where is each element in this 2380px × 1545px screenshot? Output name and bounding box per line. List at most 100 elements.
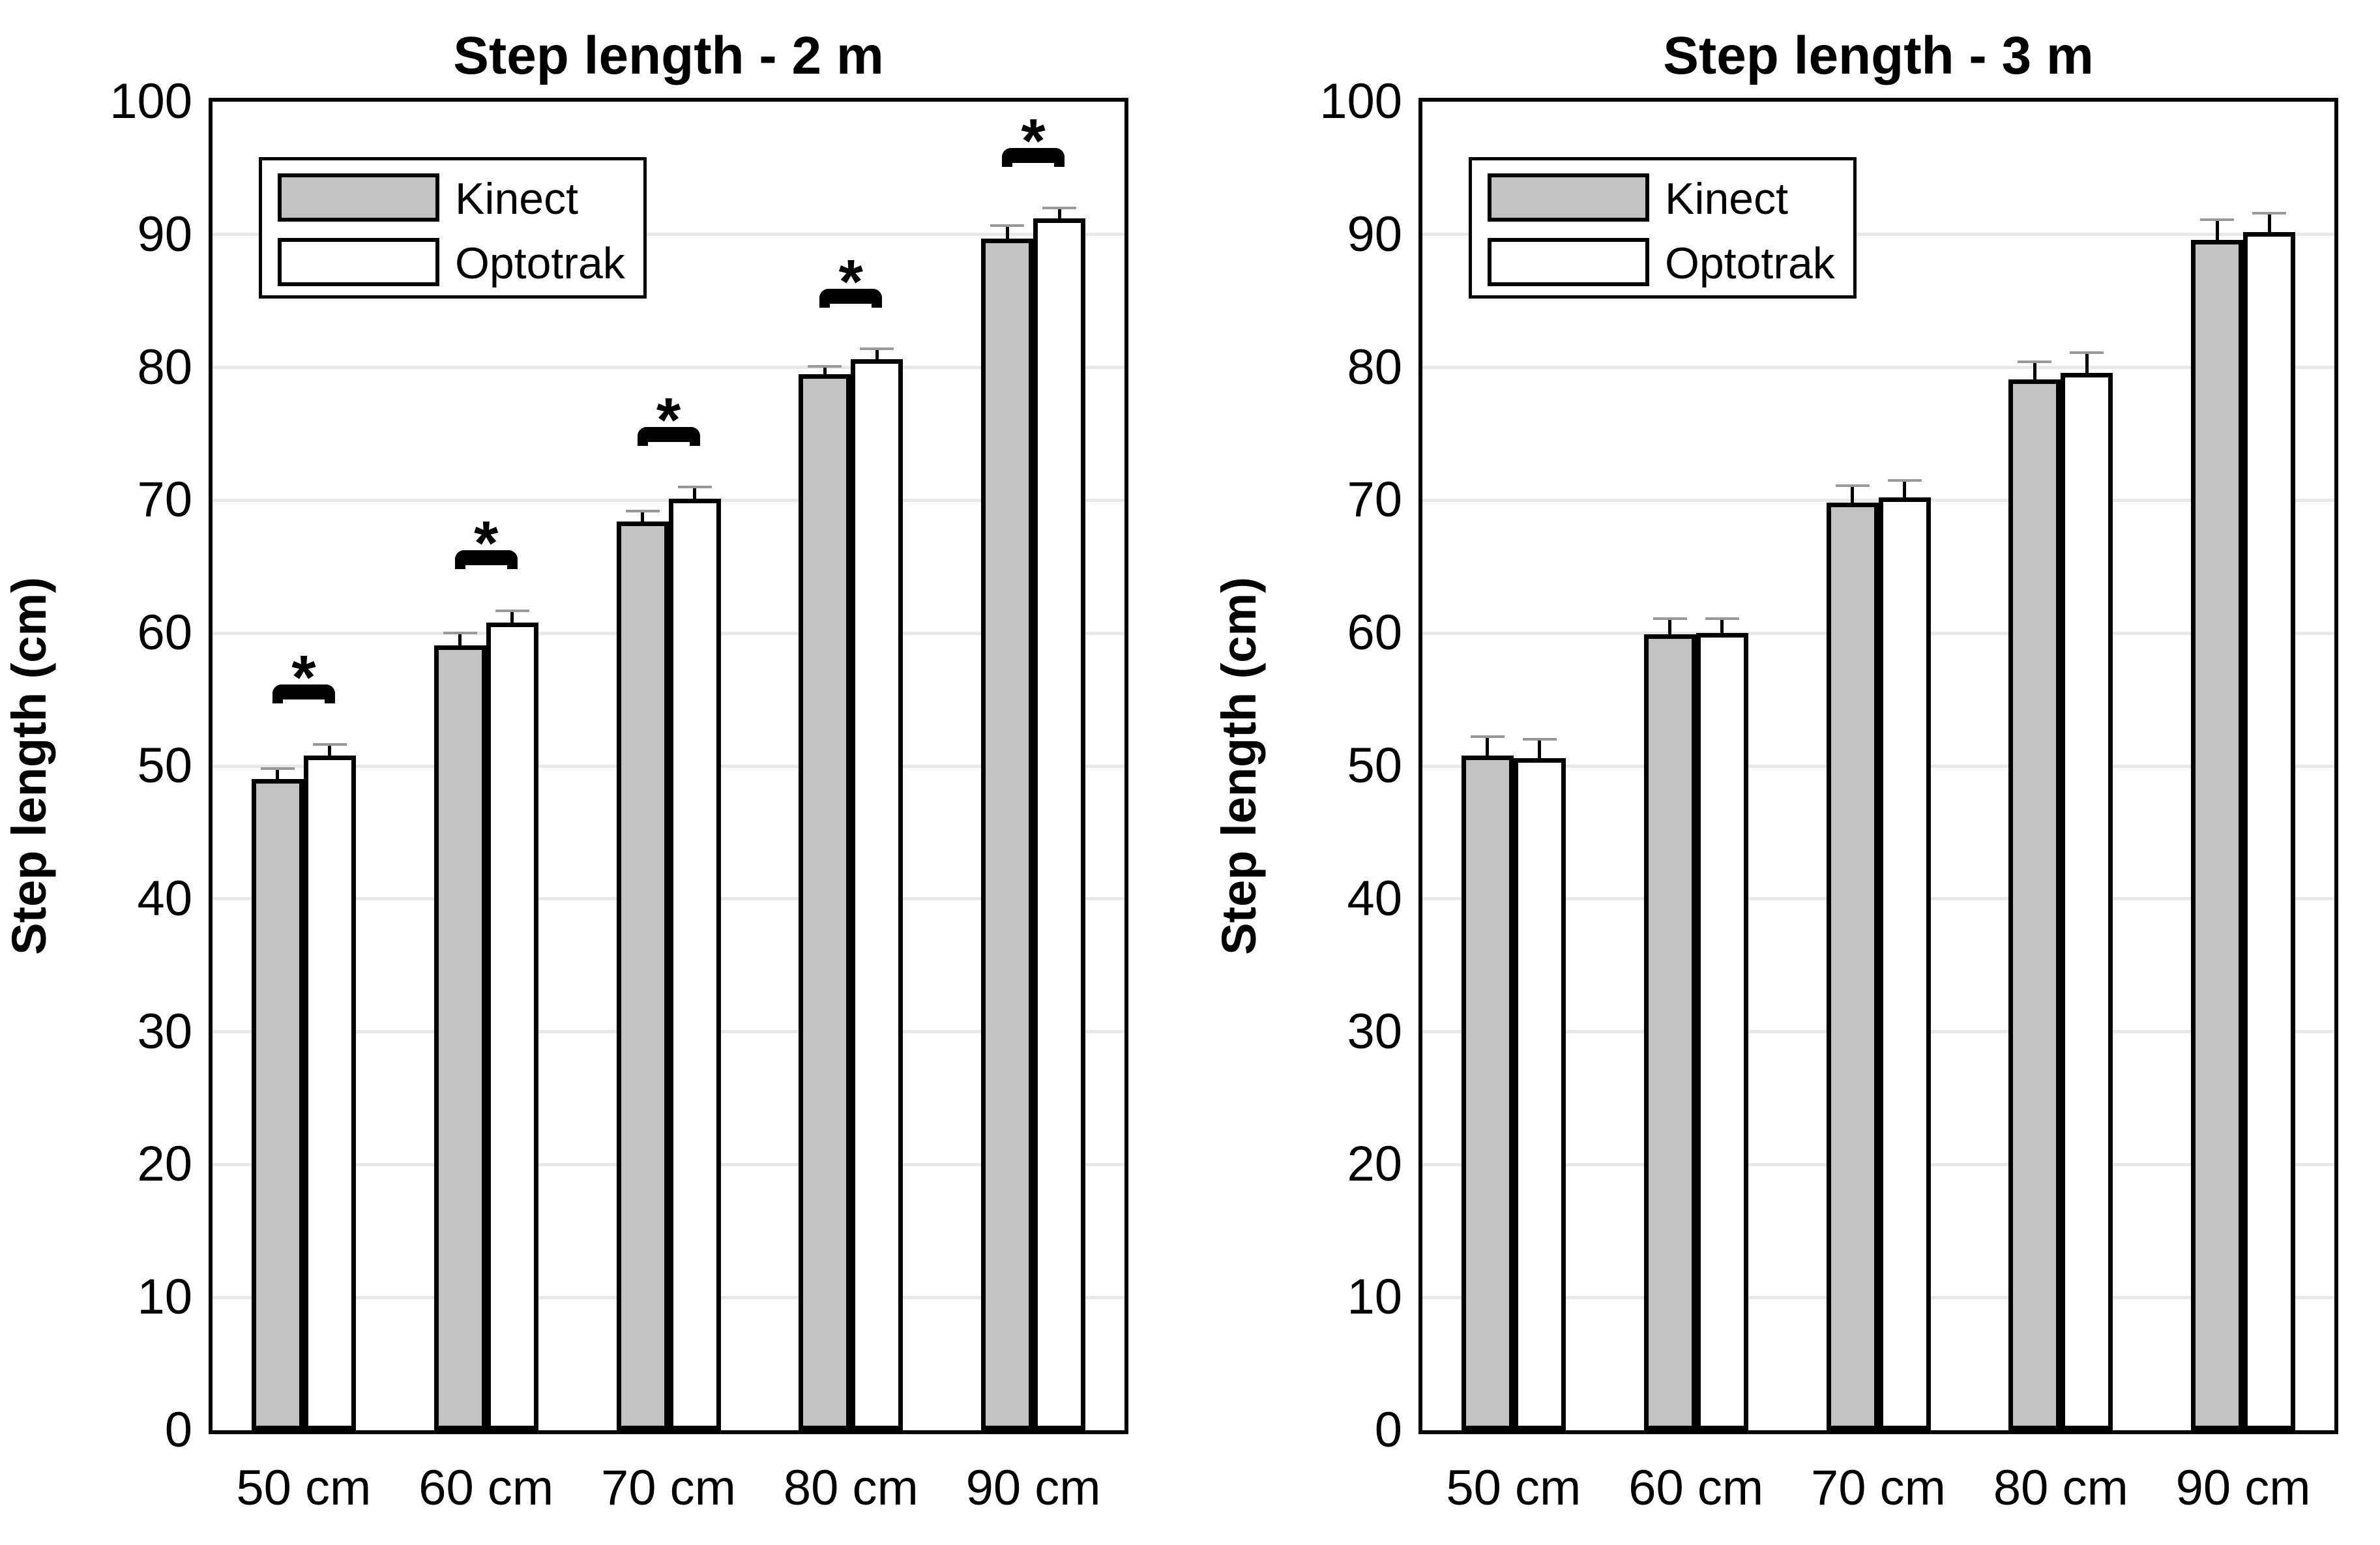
bar-kinect-90-cm — [2191, 239, 2244, 1430]
error-bar-cap-kinect — [1835, 484, 1870, 487]
error-bar-kinect — [2215, 220, 2219, 244]
legend-row-kinect: Kinect — [262, 173, 643, 224]
y-tick-label-100: 100 — [110, 74, 192, 129]
legend-swatch-kinect — [1488, 173, 1649, 222]
y-tick-label-0: 0 — [1374, 1402, 1402, 1458]
bar-optotrak-90-cm — [2243, 231, 2296, 1430]
error-bar-optotrak — [510, 610, 514, 627]
error-bar-kinect — [276, 769, 280, 784]
error-bar-cap-kinect — [443, 632, 477, 635]
error-bar-cap-kinect — [1653, 617, 1687, 620]
x-tick-label-80-cm: 80 cm — [1993, 1460, 2128, 1516]
error-bar-cap-optotrak — [2252, 212, 2287, 215]
bar-kinect-50-cm — [1461, 755, 1514, 1430]
significance-bracket — [637, 426, 700, 446]
error-bar-optotrak — [2085, 353, 2089, 377]
bar-optotrak-80-cm — [2061, 372, 2113, 1430]
legend-row-optotrak: Optotrak — [1472, 238, 1853, 288]
y-tick-label-60: 60 — [137, 605, 192, 661]
x-tick-label-60-cm: 60 cm — [1628, 1460, 1764, 1516]
y-tick-label-20: 20 — [137, 1136, 192, 1192]
y-tick-label-20: 20 — [1347, 1136, 1402, 1192]
legend-label-kinect: Kinect — [1665, 174, 1788, 224]
bar-kinect-50-cm — [251, 779, 304, 1430]
y-axis-label: Step length (cm) — [1212, 577, 1266, 955]
error-bar-kinect — [1851, 486, 1854, 507]
bar-kinect-70-cm — [616, 522, 669, 1430]
error-bar-kinect — [1486, 737, 1490, 759]
gridline-y-80 — [1422, 366, 2334, 370]
significance-bracket — [454, 550, 518, 570]
y-tick-label-100: 100 — [1319, 74, 1402, 129]
error-bar-optotrak — [2267, 213, 2271, 236]
error-bar-cap-optotrak — [1522, 738, 1557, 741]
y-tick-label-30: 30 — [1347, 1003, 1402, 1059]
y-tick-label-40: 40 — [137, 870, 192, 926]
bar-kinect-90-cm — [981, 238, 1034, 1430]
error-bar-cap-optotrak — [1705, 617, 1739, 620]
y-axis-label: Step length (cm) — [2, 577, 56, 955]
plot-area — [1418, 98, 2338, 1434]
error-bar-cap-kinect — [260, 767, 295, 771]
error-bar-cap-kinect — [2018, 360, 2052, 364]
error-bar-cap-optotrak — [2070, 351, 2104, 355]
y-tick-label-80: 80 — [1347, 339, 1402, 395]
y-tick-label-30: 30 — [137, 1003, 192, 1059]
bar-optotrak-90-cm — [1033, 218, 1086, 1430]
bar-kinect-60-cm — [433, 645, 486, 1430]
gridline-y-90 — [213, 233, 1124, 237]
error-bar-cap-kinect — [808, 364, 842, 368]
error-bar-cap-optotrak — [677, 486, 712, 489]
chart-title: Step length - 3 m — [1663, 26, 2094, 85]
error-bar-kinect — [1668, 618, 1672, 639]
significance-asterisk: * — [838, 246, 863, 317]
bar-kinect-70-cm — [1826, 503, 1879, 1430]
error-bar-optotrak — [1538, 739, 1542, 762]
y-tick-label-10: 10 — [1347, 1269, 1402, 1325]
y-tick-label-10: 10 — [137, 1269, 192, 1325]
bar-optotrak-50-cm — [1513, 758, 1566, 1430]
y-tick-label-0: 0 — [164, 1402, 192, 1458]
error-bar-cap-optotrak — [860, 347, 894, 351]
error-bar-cap-optotrak — [495, 609, 529, 612]
bar-optotrak-60-cm — [486, 622, 538, 1430]
error-bar-cap-kinect — [625, 509, 660, 512]
significance-asterisk: * — [1021, 106, 1046, 176]
bar-optotrak-70-cm — [1878, 497, 1931, 1430]
error-bar-optotrak — [328, 744, 332, 759]
error-bar-cap-kinect — [990, 224, 1025, 227]
significance-asterisk: * — [474, 508, 499, 579]
gridline-y-80 — [213, 366, 1124, 370]
legend-box: Kinect Optotrak — [1469, 157, 1857, 299]
bar-kinect-80-cm — [799, 374, 851, 1430]
significance-bracket — [819, 288, 883, 308]
error-bar-optotrak — [693, 487, 696, 503]
error-bar-cap-optotrak — [312, 743, 347, 746]
error-bar-kinect — [458, 633, 462, 649]
legend-swatch-optotrak — [278, 238, 439, 286]
error-bar-kinect — [2033, 362, 2036, 384]
significance-bracket — [272, 684, 335, 704]
error-bar-optotrak — [1903, 480, 1906, 502]
legend-label-optotrak: Optotrak — [455, 239, 625, 288]
y-tick-label-50: 50 — [1347, 738, 1402, 793]
legend-label-kinect: Kinect — [455, 174, 578, 224]
legend-swatch-kinect — [278, 173, 439, 222]
y-tick-label-40: 40 — [1347, 870, 1402, 926]
bar-optotrak-60-cm — [1696, 633, 1748, 1430]
bar-optotrak-80-cm — [851, 359, 904, 1430]
y-tick-label-70: 70 — [137, 472, 192, 528]
y-tick-label-60: 60 — [1347, 605, 1402, 661]
error-bar-cap-optotrak — [1887, 478, 1922, 482]
chart-title: Step length - 2 m — [453, 26, 884, 85]
error-bar-optotrak — [1057, 208, 1061, 223]
y-tick-label-90: 90 — [1347, 206, 1402, 262]
legend-box: Kinect Optotrak — [259, 157, 647, 299]
bar-optotrak-50-cm — [303, 755, 356, 1430]
x-tick-label-70-cm: 70 cm — [1811, 1460, 1946, 1516]
error-bar-optotrak — [875, 349, 879, 364]
plot-area: * * * * * — [209, 98, 1128, 1434]
error-bar-cap-kinect — [2200, 218, 2235, 222]
panel-step-length-3m: Step length - 3 m Step length (cm) 0 10 20… — [1210, 0, 2380, 1545]
